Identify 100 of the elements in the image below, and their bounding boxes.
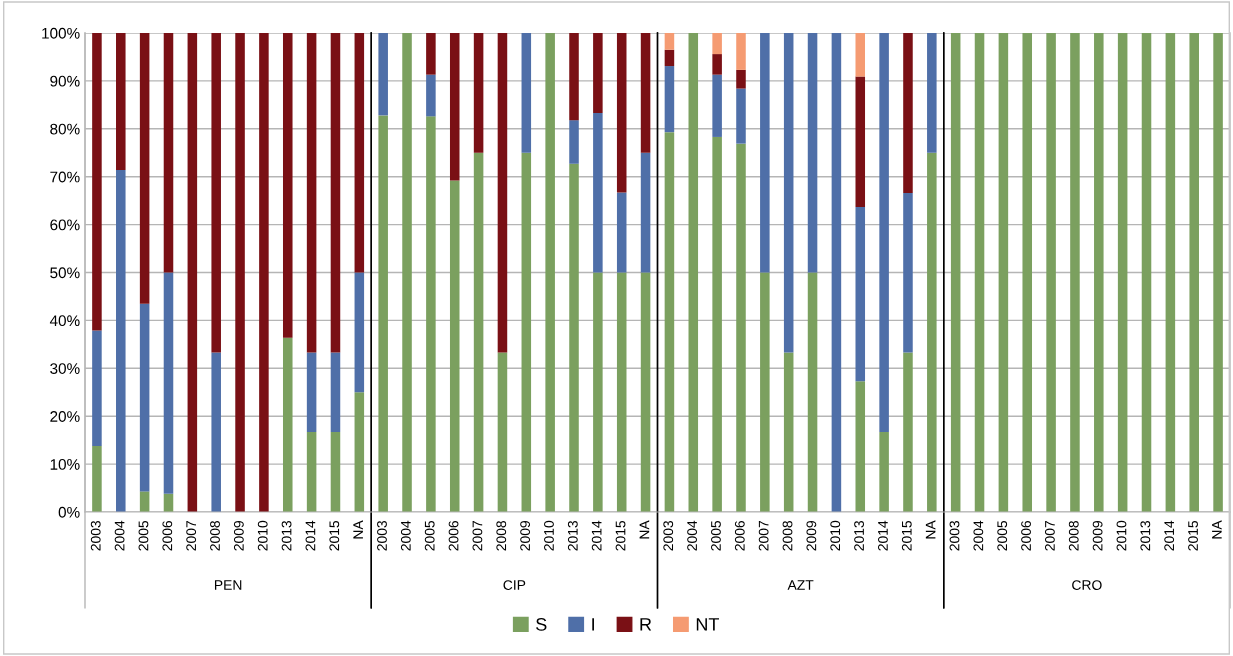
bar — [712, 136, 722, 512]
x-tick-label: 2005 — [997, 520, 1008, 551]
bar — [1189, 33, 1199, 512]
bar — [616, 192, 627, 273]
bar — [282, 337, 293, 512]
bar — [807, 33, 818, 273]
bar — [1094, 33, 1104, 512]
bar — [282, 33, 293, 338]
x-tick-label: 2004 — [687, 520, 698, 551]
y-tick-label: 80% — [50, 123, 80, 135]
legend-label: NT — [696, 618, 719, 631]
x-tick-label: 2013 — [1140, 520, 1151, 551]
x-tick-label: 2008 — [1068, 520, 1079, 551]
x-tick-label: 2010 — [257, 520, 268, 551]
bar — [139, 33, 150, 304]
text: PEN — [214, 580, 242, 590]
bar — [903, 33, 913, 193]
x-tick-label: 2008 — [210, 520, 220, 551]
bar — [187, 33, 198, 512]
x-tick-label: 2005 — [711, 520, 721, 551]
bar — [903, 352, 913, 512]
bar — [426, 74, 436, 117]
bar — [664, 132, 675, 512]
x-tick-label: NA — [353, 520, 363, 539]
x-tick-label: 2014 — [1164, 520, 1175, 551]
bar — [640, 272, 651, 512]
bar — [855, 206, 866, 382]
bar — [259, 33, 269, 512]
bar — [807, 272, 818, 512]
x-tick-label: 2010 — [1116, 520, 1127, 551]
bar — [1022, 33, 1033, 512]
y-tick-label: 10% — [50, 458, 80, 470]
bar — [712, 33, 722, 55]
y-tick-label: 70% — [50, 171, 80, 183]
x-tick-label: 2009 — [806, 520, 817, 551]
y-tick-label: 100% — [42, 27, 80, 39]
x-tick-label: 2004 — [973, 520, 984, 551]
bar — [521, 33, 532, 153]
bar — [950, 33, 961, 512]
bar — [306, 33, 317, 353]
y-tick-label: 90% — [50, 75, 80, 87]
bar — [569, 120, 579, 164]
bar — [855, 33, 866, 77]
bar — [92, 330, 102, 446]
text: CRO — [1072, 580, 1102, 590]
x-tick-label: 2007 — [186, 521, 197, 551]
bar — [616, 272, 627, 512]
x-tick-label: 2004 — [114, 520, 125, 551]
x-tick-label: 2006 — [1021, 520, 1031, 551]
bar — [593, 112, 603, 273]
bar — [593, 33, 603, 113]
bar — [330, 432, 341, 512]
x-tick-label: 2007 — [1044, 521, 1055, 551]
bar — [1117, 33, 1128, 512]
bar — [378, 115, 388, 512]
bar — [1141, 33, 1152, 512]
legend-label: S — [536, 617, 547, 631]
bar — [1165, 33, 1176, 512]
bar — [736, 88, 746, 144]
x-tick-label: 2003 — [949, 520, 960, 551]
x-tick-label: 2003 — [377, 520, 387, 551]
legend-label: I — [592, 618, 594, 631]
bar — [569, 33, 579, 121]
bar — [903, 192, 913, 353]
y-tick-label: 20% — [50, 411, 80, 422]
x-tick-label: 2006 — [448, 520, 459, 551]
bar — [664, 33, 675, 50]
bar — [927, 33, 937, 153]
bar — [211, 33, 221, 353]
bar — [378, 33, 388, 116]
x-tick-label: 2010 — [830, 520, 841, 551]
bar — [426, 33, 436, 75]
bar — [688, 33, 699, 512]
bar — [449, 180, 460, 512]
x-tick-label: 2013 — [854, 520, 864, 551]
bar — [306, 432, 317, 512]
bar — [473, 152, 484, 512]
bar — [879, 432, 889, 512]
bar — [760, 33, 770, 273]
bar — [640, 152, 651, 273]
x-tick-label: 2006 — [162, 520, 173, 551]
x-tick-label: 2009 — [520, 520, 531, 551]
bar — [521, 152, 532, 512]
bar — [211, 352, 221, 512]
x-tick-label: 2014 — [305, 520, 316, 551]
bar — [139, 303, 150, 492]
x-tick-label: 2006 — [734, 520, 745, 551]
bar — [163, 272, 174, 494]
y-tick-label: 40% — [49, 315, 80, 327]
y-tick-label: 0% — [58, 506, 80, 518]
x-tick-label: 2013 — [567, 520, 578, 551]
bar — [736, 33, 746, 70]
bar — [593, 272, 603, 512]
x-tick-label: 2003 — [90, 520, 101, 551]
bar — [974, 33, 985, 512]
x-tick-label: 2013 — [281, 520, 292, 551]
bar — [1046, 33, 1056, 512]
x-tick-label: 2005 — [138, 520, 149, 551]
bar — [449, 33, 460, 181]
x-tick-label: 2008 — [496, 520, 507, 551]
